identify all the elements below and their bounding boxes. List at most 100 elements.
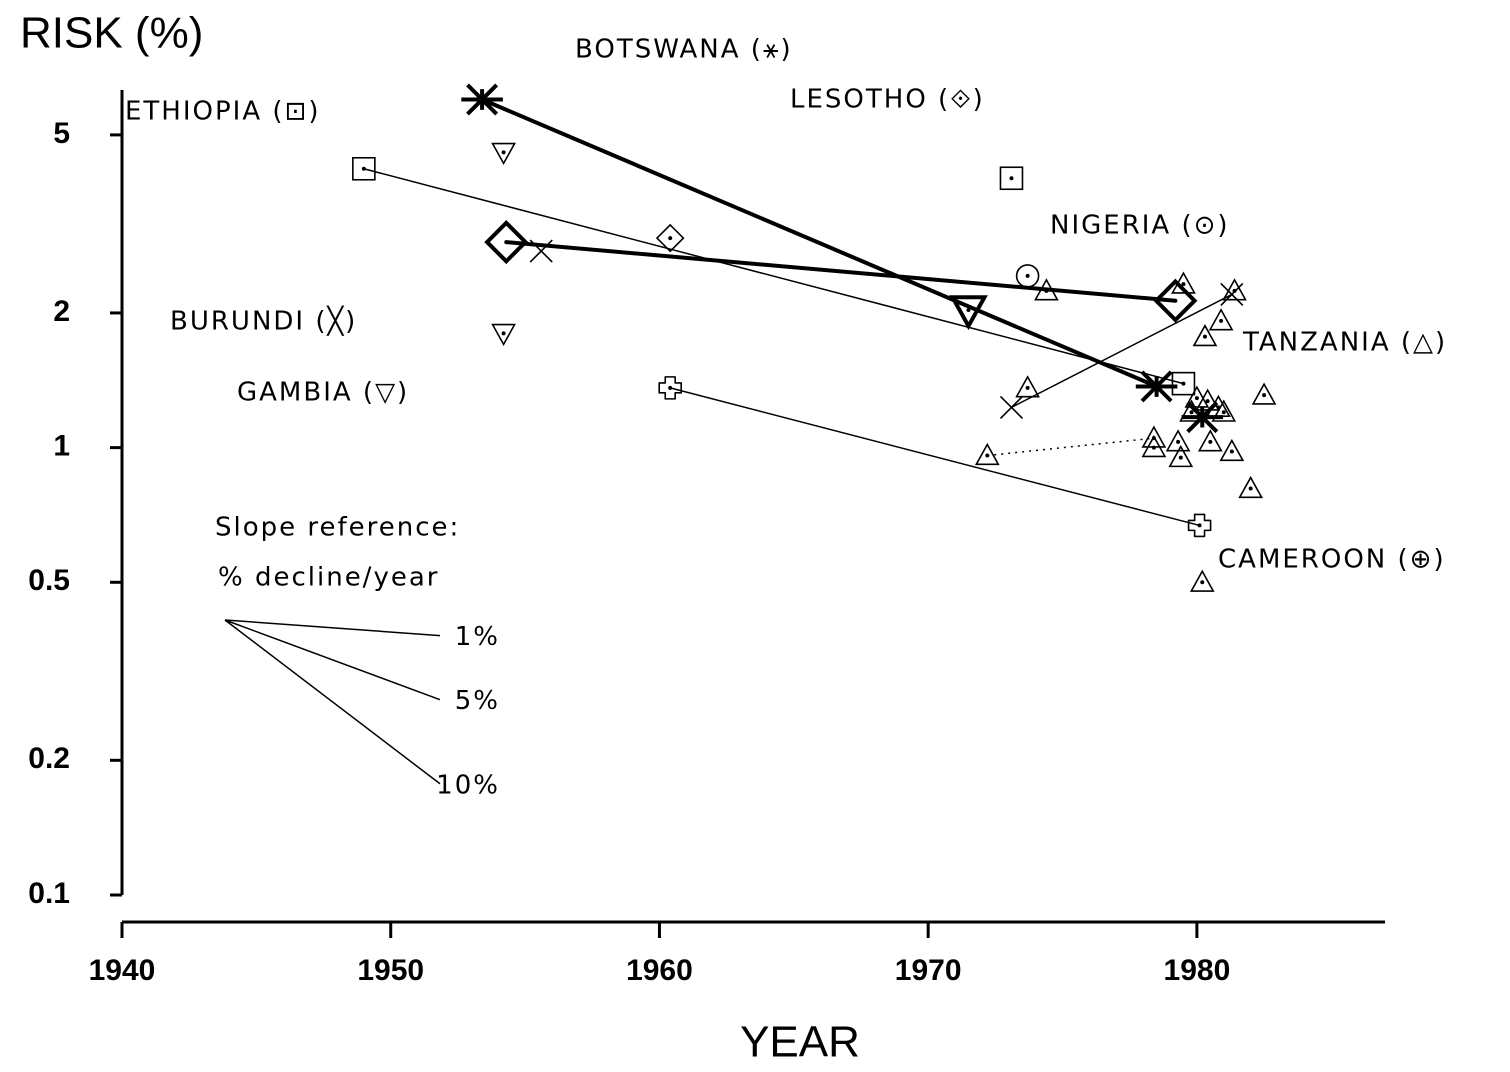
series-label: TANZANIA (△): [1242, 328, 1447, 358]
marker-dot: [1189, 410, 1194, 415]
marker-dot: [668, 236, 673, 241]
point: [1208, 308, 1234, 331]
marker-dot: [1248, 486, 1253, 491]
marker-dot: [1178, 455, 1183, 460]
marker-shape: [1206, 394, 1231, 417]
slope-label: 1%: [455, 622, 500, 652]
marker-shape: [1197, 429, 1223, 452]
marker-shape: [1238, 475, 1263, 499]
y-tick-label: 5: [53, 117, 70, 150]
point: [999, 166, 1024, 191]
marker-dot: [1181, 282, 1186, 287]
marker-dot: [1262, 393, 1267, 398]
marker-dot: [501, 331, 506, 336]
series-label: NIGERIA (⊙): [1050, 211, 1230, 241]
marker-shape: [1168, 444, 1194, 468]
slope-label: 5%: [455, 686, 500, 716]
series-label: ETHIOPIA (⊡): [125, 97, 320, 127]
point: [352, 156, 376, 181]
point: [949, 295, 988, 331]
marker-shape: [999, 395, 1024, 419]
x-tick-label: 1970: [895, 954, 962, 987]
marker-shape: [491, 142, 516, 166]
connector: [670, 387, 1200, 527]
point: [655, 223, 685, 253]
marker-shape: [461, 83, 503, 116]
y-tick-label: 0.1: [28, 877, 70, 910]
point: [1222, 278, 1247, 301]
series-label: GAMBIA (▽): [237, 378, 409, 408]
point: [1015, 375, 1040, 398]
marker-shape: [352, 156, 376, 181]
point: [1197, 429, 1223, 452]
y-tick-label: 0.2: [28, 742, 70, 775]
point: [1219, 438, 1245, 462]
point: [1189, 569, 1215, 592]
marker-shape: [949, 295, 988, 331]
slope-line: [224, 619, 441, 701]
point: [1192, 324, 1218, 347]
series-label: CAMEROON (⊕): [1218, 545, 1446, 575]
marker-shape: [1015, 264, 1040, 288]
point: [1251, 382, 1277, 405]
marker-shape: [1211, 399, 1237, 422]
x-tick-label: 1960: [626, 954, 693, 987]
series-label: LESOTHO (⟐): [790, 85, 985, 115]
point: [1153, 278, 1198, 323]
marker-dot: [1025, 273, 1030, 278]
marker-dot: [985, 453, 990, 458]
marker-dot: [504, 240, 509, 245]
point: [1184, 385, 1210, 408]
connector: [481, 97, 1158, 389]
marker-dot: [1181, 381, 1186, 386]
marker-shape: [1251, 382, 1277, 405]
marker-shape: [999, 166, 1024, 191]
marker-dot: [361, 166, 366, 171]
marker-shape: [1220, 282, 1244, 306]
point: [999, 395, 1024, 419]
marker-shape: [655, 223, 685, 253]
point: [1195, 388, 1221, 411]
point: [974, 442, 1000, 466]
point: [1181, 401, 1224, 434]
marker-dot: [1197, 523, 1202, 528]
connector: [506, 240, 1176, 303]
marker-dot: [1176, 439, 1181, 444]
point: [1165, 429, 1191, 452]
marker-shape: [1171, 371, 1196, 396]
slope-line: [224, 619, 441, 637]
marker-shape: [1135, 370, 1178, 403]
marker-shape: [1015, 375, 1040, 398]
marker-shape: [1219, 438, 1245, 462]
marker-shape: [484, 220, 529, 265]
point: [1179, 399, 1204, 422]
marker-dot: [501, 150, 506, 155]
point: [1171, 371, 1196, 396]
connector: [1011, 293, 1233, 409]
marker-dot: [1232, 288, 1237, 293]
connector: [987, 437, 1154, 457]
marker-dot: [1173, 298, 1178, 303]
marker-dot: [1025, 385, 1030, 390]
point: [1034, 278, 1059, 301]
marker-dot: [1205, 399, 1210, 404]
marker-shape: [1187, 513, 1212, 538]
y-tick-label: 2: [53, 295, 70, 328]
marker-shape: [1195, 388, 1221, 411]
marker-shape: [1189, 569, 1215, 592]
point: [1220, 282, 1244, 306]
point: [1238, 475, 1263, 499]
point: [658, 376, 682, 400]
y-axis-label: RISK (%): [20, 9, 203, 58]
marker-shape: [491, 323, 516, 347]
marker-shape: [658, 376, 682, 400]
marker-shape: [1184, 385, 1210, 408]
point: [484, 220, 529, 265]
marker-shape: [1179, 399, 1204, 422]
marker-shape: [1181, 401, 1224, 434]
series-label: BOTSWANA (⚹): [575, 35, 793, 65]
series-label: BURUNDI (╳): [170, 305, 357, 337]
marker-shape: [1034, 278, 1059, 301]
x-axis-label: YEAR: [740, 1018, 860, 1067]
